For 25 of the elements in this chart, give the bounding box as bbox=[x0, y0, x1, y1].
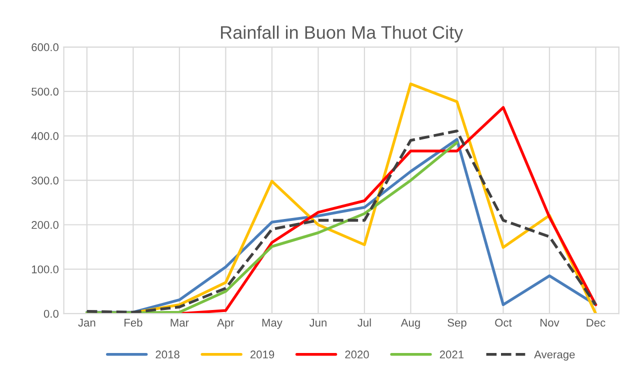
legend-label: 2021 bbox=[440, 350, 464, 358]
y-tick-label: 100.0 bbox=[32, 265, 59, 274]
legend-label: 2018 bbox=[156, 350, 180, 358]
x-tick-label: May bbox=[262, 318, 282, 329]
y-tick-label: 0.0 bbox=[44, 310, 59, 318]
x-tick-label: Apr bbox=[217, 318, 234, 329]
x-tick-label: Jan bbox=[78, 318, 96, 327]
legend-label: Average bbox=[534, 350, 575, 361]
y-tick-label: 600.0 bbox=[32, 43, 59, 52]
x-tick-label: Aug bbox=[400, 318, 420, 329]
y-tick-label: 500.0 bbox=[32, 88, 59, 96]
x-tick-label: Dec bbox=[586, 318, 606, 327]
x-tick-label: Sep bbox=[448, 318, 466, 329]
y-tick-label: 400.0 bbox=[31, 132, 59, 140]
x-tick-label: Oct bbox=[495, 318, 512, 327]
legend-label: 2020 bbox=[345, 350, 369, 358]
x-tick-label: Mar bbox=[170, 318, 189, 327]
y-tick-label: 200.0 bbox=[32, 221, 59, 229]
x-tick-label: Nov bbox=[540, 318, 560, 327]
x-tick-label: Jul bbox=[358, 318, 371, 327]
x-tick-label: Feb bbox=[124, 318, 142, 327]
y-tick-label: 300.0 bbox=[32, 176, 59, 184]
chart-title: Rainfall in Buon Ma Thuot City bbox=[221, 26, 464, 42]
x-tick-label: Jun bbox=[309, 318, 326, 327]
legend-label: 2019 bbox=[250, 350, 274, 358]
